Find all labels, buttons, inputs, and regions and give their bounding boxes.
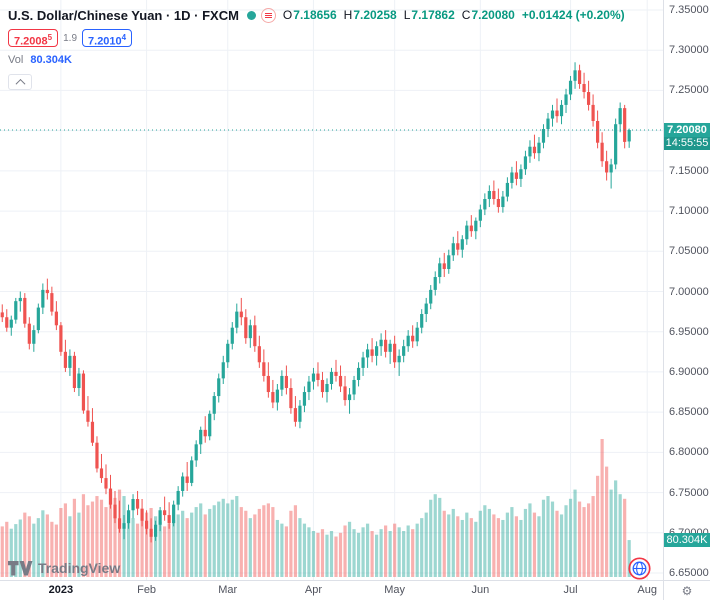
market-status-dot-icon (246, 10, 256, 20)
sell-bid-button[interactable]: 7.20085 (8, 29, 59, 48)
collapse-legend-button[interactable] (8, 74, 32, 90)
volume-indicator-row: Vol 80.304K (8, 54, 625, 66)
open-label: O (282, 8, 293, 22)
tradingview-logo-icon (8, 560, 33, 575)
time-axis-label: Aug (637, 584, 657, 596)
price-axis-label: 6.85000 (669, 406, 709, 419)
low-value: 7.17862 (411, 8, 455, 22)
buy-ask-button[interactable]: 7.20104 (82, 29, 133, 48)
volume-value: 80.304K (30, 54, 72, 66)
axis-corner: ⚙ (663, 580, 710, 600)
quote-row: 7.20085 1.9 7.20104 (8, 29, 625, 48)
time-axis-label: Jul (563, 584, 578, 596)
price-axis-label: 7.10000 (669, 205, 709, 218)
chart-plot-area[interactable]: U.S. Dollar/Chinese Yuan · 1D · FXCM O 7… (0, 0, 663, 580)
close-value: 7.20080 (471, 8, 515, 22)
chevron-up-icon (15, 78, 25, 89)
time-axis-label: Mar (218, 584, 238, 596)
chart-legend: U.S. Dollar/Chinese Yuan · 1D · FXCM O 7… (8, 5, 625, 90)
symbol-title[interactable]: U.S. Dollar/Chinese Yuan · 1D · FXCM (8, 7, 239, 23)
tradingview-logo[interactable]: TradingView (8, 560, 120, 576)
high-label: H (343, 8, 353, 22)
volume-label: Vol (8, 54, 24, 66)
bar-countdown: 14:55:55 (664, 136, 710, 150)
time-axis[interactable]: 2023 Feb Mar Apr May Jun Jul Aug (0, 580, 663, 600)
gear-icon[interactable]: ⚙ (681, 583, 693, 598)
time-axis-label: 2023 (48, 584, 74, 596)
open-value: 7.18656 (293, 8, 337, 22)
price-axis-label: 7.30000 (669, 44, 709, 57)
time-axis-label: Apr (304, 584, 323, 596)
tradingview-logo-text: TradingView (38, 560, 121, 576)
price-axis-label: 7.00000 (669, 285, 709, 298)
price-axis-label: 6.65000 (669, 567, 709, 579)
price-axis-label: 7.25000 (669, 84, 709, 97)
low-label: L (403, 8, 411, 22)
time-axis-label: May (384, 584, 406, 596)
price-axis-label: 7.35000 (669, 4, 709, 16)
time-axis-label: Feb (137, 584, 157, 596)
object-tree-icon[interactable] (260, 7, 276, 23)
close-label: C (461, 8, 471, 22)
price-axis-label: 6.95000 (669, 325, 709, 338)
high-value: 7.20258 (353, 8, 397, 22)
price-axis-label: 7.15000 (669, 164, 709, 177)
spread-value: 1.9 (63, 32, 78, 44)
price-axis[interactable]: 7.20080 14:55:55 80.304K 7.35000 7.30000 7… (663, 0, 710, 580)
last-price-value: 7.20080 (664, 122, 710, 137)
change-value: +0.01424 (+0.20%) (521, 8, 625, 22)
price-axis-label: 6.75000 (669, 486, 709, 499)
candlestick-volume-canvas (0, 0, 663, 580)
symbol-row: U.S. Dollar/Chinese Yuan · 1D · FXCM O 7… (8, 5, 625, 25)
time-axis-label: Jun (471, 584, 490, 596)
price-axis-label: 6.90000 (669, 365, 709, 378)
price-axis-label: 7.05000 (669, 245, 709, 258)
last-volume-badge: 80.304K (664, 533, 710, 548)
price-axis-label: 6.80000 (669, 446, 709, 459)
globe-icon[interactable] (628, 557, 651, 580)
last-price-badge: 7.20080 14:55:55 (664, 122, 710, 150)
